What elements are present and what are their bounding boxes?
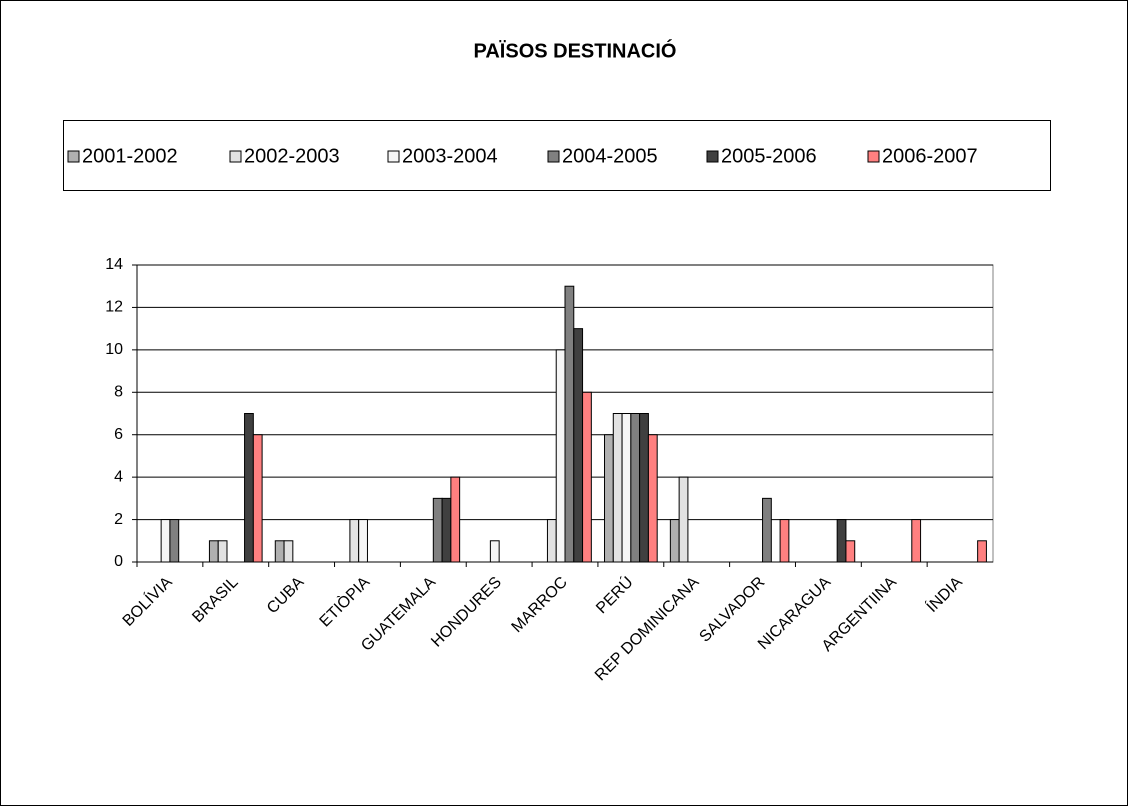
bar — [169, 519, 180, 563]
bar — [450, 476, 461, 563]
bar — [489, 540, 500, 563]
bar — [911, 519, 922, 563]
bar — [582, 391, 592, 563]
chart-title: PAÏSOS DESTINACIÓ — [474, 38, 677, 62]
bar — [358, 519, 368, 563]
bar — [555, 349, 566, 563]
legend-swatch — [67, 150, 80, 163]
legend-swatch — [706, 150, 719, 163]
bar — [546, 519, 557, 563]
bar — [349, 519, 360, 563]
bar — [432, 497, 443, 563]
y-tick-label: 10 — [105, 341, 123, 358]
bar — [836, 519, 847, 563]
bar — [669, 519, 680, 563]
bar — [244, 413, 254, 563]
bar — [779, 519, 790, 563]
bar — [639, 413, 649, 563]
bar — [630, 413, 641, 563]
y-tick-label: 2 — [114, 511, 123, 528]
bar — [604, 434, 614, 563]
legend-swatch — [867, 150, 880, 163]
bar — [845, 540, 856, 563]
y-tick-label: 6 — [114, 426, 123, 443]
bar — [647, 434, 658, 563]
bar — [762, 497, 772, 563]
y-tick-label: 12 — [105, 299, 123, 316]
bar — [564, 285, 575, 563]
bar — [274, 540, 285, 563]
y-tick-label: 0 — [114, 553, 123, 570]
bar — [678, 476, 689, 563]
legend-label: 2002-2003 — [244, 145, 340, 167]
bar — [208, 540, 219, 563]
legend-swatch — [387, 150, 400, 163]
bar — [621, 413, 632, 563]
bar — [283, 540, 294, 563]
bar — [160, 519, 171, 563]
legend-label: 2004-2005 — [562, 145, 658, 167]
y-tick-label: 8 — [114, 384, 123, 401]
legend-label: 2003-2004 — [402, 145, 498, 167]
bar — [573, 328, 584, 563]
bar — [252, 434, 263, 563]
legend-label: 2001-2002 — [82, 145, 178, 167]
bar — [612, 413, 623, 563]
bar — [441, 497, 452, 563]
bar — [217, 540, 228, 563]
legend-label: 2005-2006 — [721, 145, 817, 167]
y-tick-label: 14 — [105, 256, 123, 273]
bar — [977, 540, 987, 563]
legend-swatch — [547, 150, 560, 163]
legend-swatch — [229, 150, 242, 163]
legend-label: 2006-2007 — [882, 145, 978, 167]
y-tick-label: 4 — [114, 468, 123, 485]
